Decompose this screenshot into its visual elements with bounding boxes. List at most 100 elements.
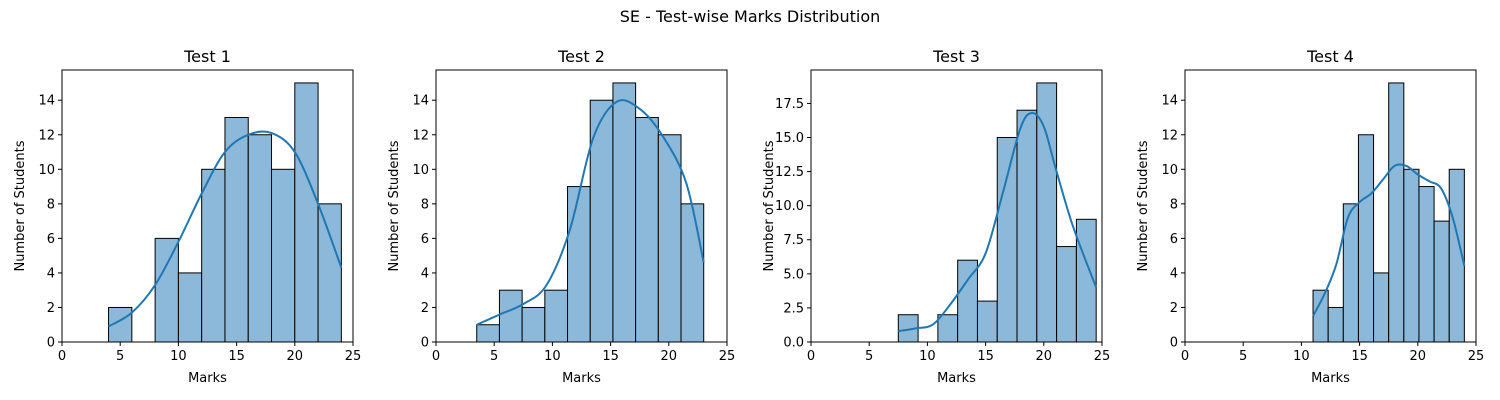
y-tick-label: 14: [38, 94, 55, 109]
kde-line: [1312, 163, 1466, 317]
histogram-bar: [1016, 109, 1038, 343]
y-tick-label: 6: [1170, 232, 1178, 247]
histogram-bar: [317, 203, 342, 343]
x-tick-label: 0: [807, 349, 815, 364]
y-tick-label: 0: [47, 336, 55, 351]
y-tick-label: 2.5: [783, 301, 804, 316]
histogram-bar: [612, 82, 637, 343]
histogram-bar: [635, 116, 659, 343]
y-tick-label: 2: [421, 301, 429, 316]
y-tick-label: 2: [47, 301, 55, 316]
y-tick-label: 10: [1161, 163, 1178, 178]
histogram-bar: [1357, 134, 1375, 343]
plot-frame: [61, 69, 354, 343]
y-tick-label: 0.0: [783, 336, 804, 351]
chart-panel-3: 0 5 10 15 20 25 0.0 2.5 5.0 7.5 10.0 12.5 15.0 17.5 Te…: [762, 47, 1110, 386]
y-tick-label: 12: [38, 128, 55, 143]
y-tick-label: 10: [38, 163, 55, 178]
y-tick-label: 10.0: [775, 199, 804, 214]
histogram-bar: [1403, 168, 1420, 343]
x-tick-label: 5: [865, 349, 873, 364]
figure-suptitle: SE - Test-wise Marks Distribution: [620, 7, 881, 26]
chart-title: Test 1: [183, 47, 231, 66]
histogram-bar: [544, 289, 569, 343]
x-tick-label: 5: [116, 349, 124, 364]
histogram-bar: [657, 134, 682, 343]
y-tick-label: 8: [1170, 197, 1178, 212]
histogram-bar: [521, 306, 546, 343]
x-tick-label: 0: [432, 349, 440, 364]
y-tick-label: 14: [412, 94, 429, 109]
histogram-bar: [1036, 82, 1058, 343]
y-tick-label: 12.5: [775, 165, 804, 180]
histogram-bar: [1373, 272, 1390, 343]
plot-frame: [1184, 69, 1477, 343]
x-axis-label: Marks: [188, 371, 227, 386]
x-tick-label: 20: [1410, 349, 1427, 364]
kde-line: [898, 111, 1098, 333]
histogram-bar: [154, 237, 179, 343]
y-tick-label: 6: [421, 232, 429, 247]
y-tick-label: 0: [1170, 336, 1178, 351]
histogram-bar: [937, 314, 959, 343]
y-tick-label: 5.0: [783, 267, 804, 282]
histogram-bar: [271, 168, 296, 343]
chart-panel-1: 0 5 10 15 20 25 0 2 4 6 8 10 12 14 Test 1 Marks Number o…: [13, 47, 361, 386]
y-axis-label: Number of Students: [1136, 140, 1151, 271]
x-tick-label: 15: [977, 349, 994, 364]
x-tick-label: 10: [919, 349, 936, 364]
x-tick-label: 10: [170, 349, 187, 364]
histogram-bar: [1056, 246, 1077, 343]
y-tick-label: 4: [1170, 266, 1178, 281]
y-tick-label: 8: [47, 197, 55, 212]
plot-frame: [435, 69, 728, 343]
y-tick-label: 15.0: [775, 131, 804, 146]
x-tick-label: 15: [602, 349, 619, 364]
histogram-bar: [976, 300, 998, 343]
chart-panel-2: 0 5 10 15 20 25 0 2 4 6 8 10 12 14 Test 2 Marks Number o…: [387, 47, 735, 386]
histogram-bar: [680, 203, 705, 343]
x-tick-label: 15: [228, 349, 245, 364]
x-tick-label: 25: [1468, 349, 1485, 364]
x-axis-label: Marks: [937, 371, 976, 386]
x-tick-label: 0: [58, 349, 66, 364]
y-axis-label: Number of Students: [762, 140, 777, 271]
y-tick-label: 17.5: [775, 97, 804, 112]
kde-line: [108, 130, 343, 328]
x-tick-label: 10: [544, 349, 561, 364]
y-tick-label: 6: [47, 232, 55, 247]
x-axis-label: Marks: [562, 371, 601, 386]
y-tick-label: 10: [412, 163, 429, 178]
kde-line: [476, 99, 705, 326]
histogram-bar: [1327, 306, 1344, 343]
y-axis-label: Number of Students: [13, 140, 28, 271]
x-tick-label: 20: [287, 349, 304, 364]
x-tick-label: 5: [1239, 349, 1247, 364]
histogram-bar: [224, 116, 249, 343]
x-tick-label: 25: [719, 349, 736, 364]
x-tick-label: 20: [1036, 349, 1053, 364]
y-tick-label: 2: [1170, 301, 1178, 316]
chart-title: Test 3: [932, 47, 980, 66]
x-tick-label: 25: [1094, 349, 1111, 364]
y-tick-label: 12: [412, 128, 429, 143]
y-tick-label: 8: [421, 197, 429, 212]
y-tick-label: 4: [47, 266, 55, 281]
histogram-bar: [1312, 289, 1329, 343]
histogram-bar: [201, 168, 226, 343]
y-tick-label: 0: [421, 336, 429, 351]
histogram-bar: [476, 324, 500, 343]
x-tick-label: 0: [1181, 349, 1189, 364]
y-tick-label: 14: [1161, 94, 1178, 109]
x-tick-label: 15: [1351, 349, 1368, 364]
chart-title: Test 2: [557, 47, 605, 66]
histogram-bar: [1388, 82, 1405, 343]
x-axis-label: Marks: [1311, 371, 1350, 386]
x-tick-label: 20: [661, 349, 678, 364]
y-tick-label: 4: [421, 266, 429, 281]
histogram-bar: [1433, 220, 1450, 343]
histogram-bar: [294, 82, 319, 343]
x-tick-label: 10: [1293, 349, 1310, 364]
